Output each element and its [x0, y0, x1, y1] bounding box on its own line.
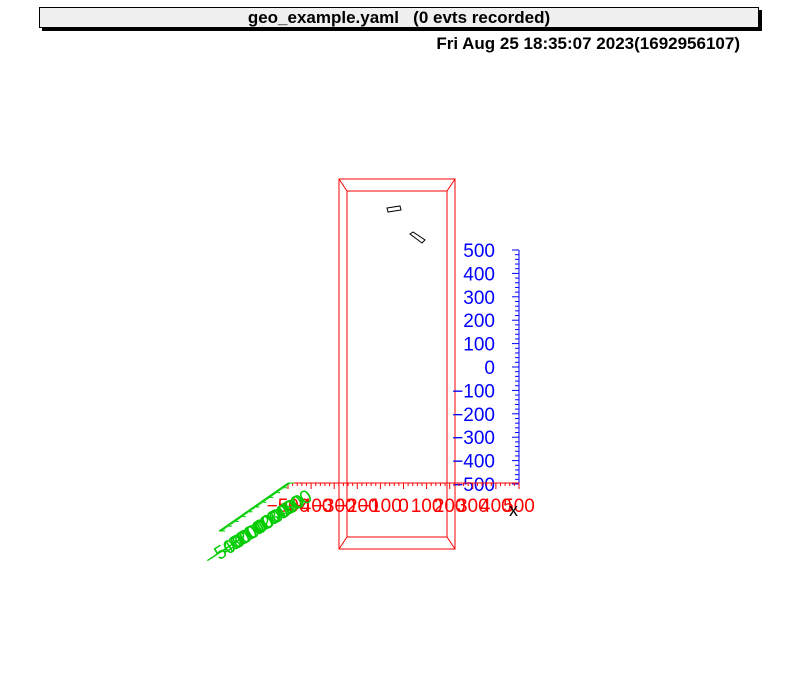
x-tick-label: 100 — [411, 496, 443, 517]
x-tick-label: 500 — [503, 496, 535, 517]
z-axis — [218, 482, 294, 532]
y-tick-label: 300 — [463, 288, 495, 309]
y-tick-label: −200 — [452, 405, 495, 426]
x-tick-label: −200 — [336, 496, 379, 517]
y-tick-label: 500 — [463, 241, 495, 262]
y-tick-label: 400 — [463, 264, 495, 285]
canvas-title: geo_example.yaml (0 evts recorded) — [39, 7, 759, 28]
y-tick-label: −400 — [452, 452, 495, 473]
y-tick-label: 100 — [463, 335, 495, 356]
detector-volumes — [386, 205, 426, 244]
x-tick-label: −300 — [313, 496, 356, 517]
x-axis-title: x — [509, 500, 518, 520]
y-tick-label: −300 — [452, 428, 495, 449]
y-axis — [512, 249, 520, 485]
x-axis — [287, 482, 520, 489]
x-tick-label: −100 — [359, 496, 402, 517]
timestamp-label: Fri Aug 25 18:35:07 2023(1692956107) — [436, 34, 740, 53]
x-tick-label: 400 — [480, 496, 512, 517]
y-tick-label: −100 — [452, 381, 495, 402]
x-tick-label: −400 — [290, 496, 333, 517]
x-tick-label: 200 — [434, 496, 466, 517]
x-tick-label: 300 — [457, 496, 489, 517]
x-tick-label: −500 — [267, 496, 310, 517]
y-tick-label: −500 — [452, 475, 495, 496]
x-tick-label: 0 — [398, 496, 409, 517]
y-tick-label: 0 — [484, 358, 495, 379]
world-volume-box — [338, 178, 456, 550]
y-tick-label: 200 — [463, 311, 495, 332]
